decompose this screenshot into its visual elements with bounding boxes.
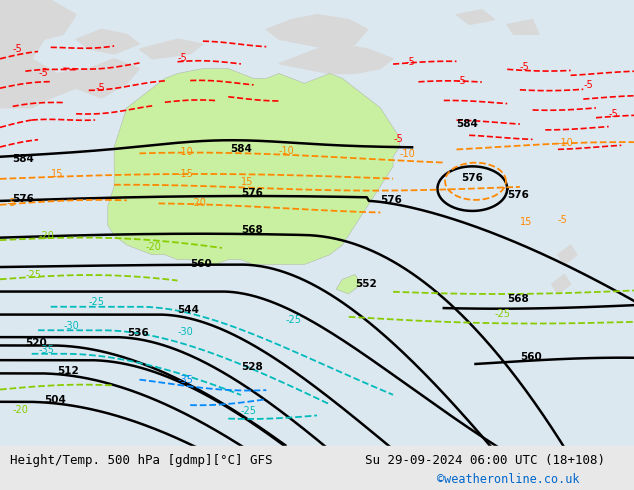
Text: 552: 552	[355, 279, 377, 289]
Text: -25: -25	[285, 316, 301, 325]
Text: -15: -15	[178, 170, 193, 179]
Text: 568: 568	[507, 294, 529, 304]
Text: -5: -5	[13, 45, 22, 54]
Text: -25: -25	[89, 297, 105, 307]
Text: Height/Temp. 500 hPa [gdmp][°C] GFS: Height/Temp. 500 hPa [gdmp][°C] GFS	[10, 454, 272, 467]
Polygon shape	[558, 245, 577, 265]
Text: 520: 520	[25, 338, 47, 348]
Polygon shape	[507, 20, 539, 34]
Text: 528: 528	[241, 362, 262, 372]
Text: 15: 15	[241, 177, 254, 187]
Text: -10: -10	[558, 138, 574, 147]
Text: -30: -30	[178, 327, 193, 337]
Text: -20: -20	[190, 198, 206, 208]
Text: -5: -5	[38, 68, 48, 78]
Text: 576: 576	[380, 196, 403, 205]
Text: -25: -25	[25, 270, 41, 280]
Text: -5: -5	[6, 198, 16, 208]
Polygon shape	[0, 0, 139, 108]
Text: -20: -20	[38, 231, 54, 241]
Polygon shape	[0, 446, 634, 490]
Text: 584: 584	[230, 145, 252, 154]
Polygon shape	[336, 274, 361, 294]
Polygon shape	[139, 39, 203, 59]
Text: 576: 576	[507, 191, 529, 200]
Text: ©weatheronline.co.uk: ©weatheronline.co.uk	[437, 473, 580, 486]
Text: -5: -5	[393, 134, 403, 144]
Text: -35: -35	[38, 345, 54, 355]
Text: 512: 512	[57, 366, 79, 376]
Polygon shape	[108, 69, 399, 265]
Text: -35: -35	[178, 375, 193, 385]
Text: -30: -30	[63, 321, 79, 331]
Text: -25: -25	[495, 309, 510, 319]
Text: 15: 15	[51, 169, 63, 179]
Polygon shape	[456, 10, 495, 24]
Text: -5: -5	[609, 109, 618, 119]
Text: 584: 584	[13, 154, 35, 164]
Text: -25: -25	[241, 406, 257, 416]
Polygon shape	[552, 274, 571, 294]
Text: 560: 560	[190, 259, 212, 269]
Text: 568: 568	[241, 225, 262, 235]
Text: -5: -5	[456, 76, 466, 86]
Text: -10: -10	[399, 149, 415, 159]
Polygon shape	[266, 15, 368, 49]
Text: -5: -5	[95, 83, 105, 93]
Text: 544: 544	[178, 305, 200, 315]
Text: 584: 584	[456, 120, 479, 129]
Text: 576: 576	[13, 194, 35, 204]
Text: 576: 576	[241, 188, 263, 198]
Text: 15: 15	[520, 218, 533, 227]
Text: -5: -5	[520, 62, 529, 72]
Text: 576: 576	[462, 173, 483, 183]
Text: -10: -10	[279, 147, 295, 156]
Text: -5: -5	[178, 53, 187, 63]
Text: -5: -5	[406, 57, 415, 67]
Text: Su 29-09-2024 06:00 UTC (18+108): Su 29-09-2024 06:00 UTC (18+108)	[365, 454, 605, 467]
Text: 536: 536	[127, 328, 148, 338]
Text: -5: -5	[558, 215, 567, 225]
Text: -20: -20	[146, 242, 162, 252]
Polygon shape	[279, 44, 393, 74]
Text: -5: -5	[583, 80, 593, 90]
Polygon shape	[76, 29, 139, 54]
Text: 560: 560	[520, 352, 541, 362]
Text: -20: -20	[13, 405, 29, 415]
Text: 504: 504	[44, 395, 67, 405]
Text: -10: -10	[178, 147, 193, 157]
